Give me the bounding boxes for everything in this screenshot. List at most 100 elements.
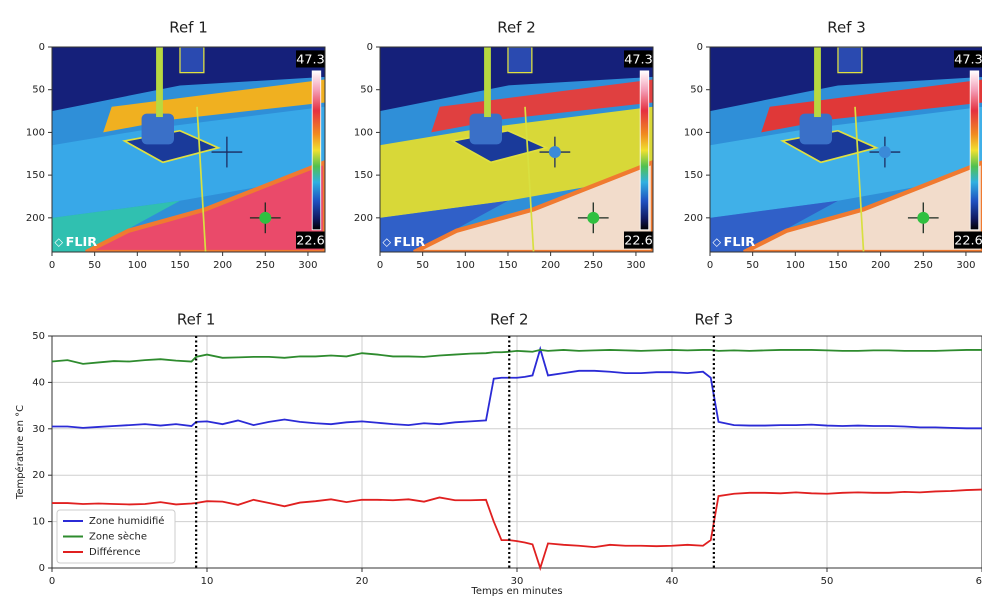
- scene-low: [710, 200, 838, 253]
- plot-frame: [51, 335, 982, 569]
- colorbar-min: 22.6: [954, 233, 982, 248]
- x-tick-label: 200: [213, 260, 232, 271]
- legend-label: Zone humidifié: [89, 515, 164, 527]
- scene-mid: [380, 106, 653, 218]
- x-tick-label: 100: [786, 260, 805, 271]
- x-tick-label: 60: [976, 576, 982, 587]
- crosshair-dot: [587, 211, 600, 224]
- y-tick-label: 30: [32, 424, 45, 435]
- ref-label: Ref 1: [177, 311, 216, 329]
- scene-wall: [710, 47, 982, 112]
- colorbar-max: 47.3: [624, 52, 652, 67]
- scene-pot: [141, 113, 174, 145]
- y-tick-label: 100: [354, 127, 373, 138]
- logo-mark: ◇: [383, 236, 392, 249]
- y-tick-label: 20: [32, 470, 45, 481]
- x-tick-label: 50: [821, 576, 834, 587]
- logo: FLIR: [724, 235, 756, 250]
- logo: FLIR: [66, 235, 98, 250]
- y-tick-label: 0: [39, 42, 45, 53]
- colorbar-max-box: [623, 50, 653, 68]
- y-tick-label: 150: [684, 170, 703, 181]
- crosshair-dot: [259, 211, 272, 224]
- panel-title: Ref 3: [827, 19, 866, 37]
- y-axis-label: Température en °C: [14, 405, 26, 500]
- x-tick-label: 50: [746, 260, 759, 271]
- series-line: [51, 349, 982, 365]
- scene-mid: [52, 106, 326, 218]
- scene-post: [484, 47, 491, 118]
- panel-title: Ref 1: [169, 19, 208, 37]
- x-tick-label: 250: [914, 260, 933, 271]
- colorbar-min: 22.6: [296, 233, 324, 248]
- scene-box: [837, 47, 863, 74]
- legend-box: [56, 509, 176, 564]
- colorbar: [311, 70, 322, 231]
- y-tick-label: 200: [684, 213, 703, 224]
- y-tick-label: 50: [360, 85, 373, 96]
- frame: [51, 46, 326, 253]
- thermal-image: 47.3 22.6 FLIR◇: [710, 47, 982, 253]
- x-tick-label: 50: [416, 260, 429, 271]
- x-tick-label: 10: [201, 576, 214, 587]
- colorbar-min-box: [295, 231, 326, 249]
- x-tick-label: 250: [256, 260, 275, 271]
- scene-box: [507, 47, 533, 74]
- scene-box: [179, 47, 205, 74]
- thermal-image: 47.3 22.6 FLIR◇: [380, 47, 654, 253]
- scene-pot: [799, 113, 832, 145]
- scene-wall: [52, 47, 326, 112]
- colorbar-max: 47.3: [296, 52, 324, 67]
- y-tick-label: 150: [26, 170, 45, 181]
- x-axis-label: Temps en minutes: [470, 586, 562, 597]
- legend-label: Différence: [89, 546, 141, 558]
- y-tick-label: 100: [26, 127, 45, 138]
- y-tick-label: 50: [32, 85, 45, 96]
- x-tick-label: 200: [541, 260, 560, 271]
- x-tick-label: 100: [456, 260, 475, 271]
- colorbar-min-box: [953, 231, 982, 249]
- y-tick-label: 50: [690, 85, 703, 96]
- x-tick-label: 20: [356, 576, 369, 587]
- logo-mark: ◇: [55, 236, 64, 249]
- colorbar-max-box: [295, 50, 326, 68]
- x-tick-label: 0: [49, 260, 55, 271]
- x-tick-label: 300: [626, 260, 645, 271]
- scene-low: [380, 200, 508, 253]
- y-tick-label: 200: [354, 213, 373, 224]
- x-tick-label: 0: [377, 260, 383, 271]
- colorbar: [639, 70, 650, 231]
- y-tick-label: 0: [367, 42, 373, 53]
- y-tick-label: 100: [684, 127, 703, 138]
- y-tick-label: 10: [32, 517, 45, 528]
- y-tick-label: 0: [697, 42, 703, 53]
- crosshair-dot: [548, 146, 561, 159]
- scene-mid: [710, 106, 982, 218]
- scene-post: [814, 47, 821, 118]
- legend-label: Zone sèche: [89, 531, 147, 543]
- thermal-image: 47.3 22.6 FLIR◇: [52, 47, 326, 253]
- x-tick-label: 0: [49, 576, 55, 587]
- scene-rod: [196, 106, 207, 253]
- scene-post: [156, 47, 163, 118]
- ref-label: Ref 2: [490, 311, 529, 329]
- x-tick-label: 150: [170, 260, 189, 271]
- scene-wall: [380, 47, 653, 112]
- x-tick-label: 50: [88, 260, 101, 271]
- x-tick-label: 150: [828, 260, 847, 271]
- y-tick-label: 200: [26, 213, 45, 224]
- frame: [709, 46, 982, 253]
- x-tick-label: 250: [584, 260, 603, 271]
- x-tick-label: 100: [128, 260, 147, 271]
- logo-mark: ◇: [713, 236, 722, 249]
- frame: [379, 46, 654, 253]
- panel-title: Ref 2: [497, 19, 536, 37]
- crosshair-dot: [917, 211, 930, 224]
- x-tick-label: 150: [498, 260, 517, 271]
- y-tick-label: 0: [39, 563, 45, 574]
- x-tick-label: 300: [956, 260, 975, 271]
- colorbar-min: 22.6: [624, 233, 652, 248]
